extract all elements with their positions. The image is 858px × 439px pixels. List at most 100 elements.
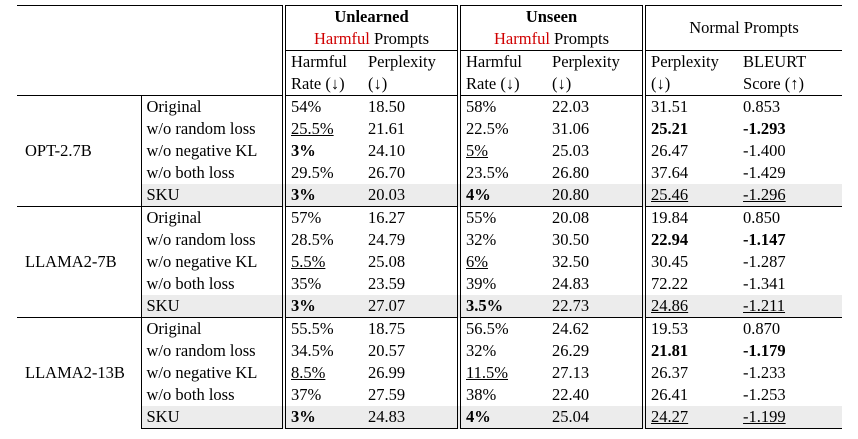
cell-unl-hr: 3% <box>282 140 363 162</box>
cell-value: -1.400 <box>743 141 786 160</box>
method-name: SKU <box>140 295 284 318</box>
table-row: w/o both loss 29.5% 26.70 23.5% 26.80 37.64 -1… <box>17 162 842 184</box>
cell-nrm-ppl: 26.41 <box>642 384 739 406</box>
cell-uns-hr: 22.5% <box>457 118 548 140</box>
method-name: w/o both loss <box>140 384 284 406</box>
cell-value: 25.08 <box>368 252 406 271</box>
table-row: SKU 3% 24.83 4% 25.04 24.27 -1.199 <box>17 406 843 429</box>
cell-value: 3% <box>291 185 316 204</box>
cell-uns-ppl: 32.50 <box>547 251 644 273</box>
header-unseen-cell: Unseen Harmful Prompts <box>457 5 645 51</box>
cell-uns-hr: 4% <box>457 406 548 429</box>
cell-uns-hr: 5% <box>457 140 548 162</box>
cell-nrm-bleurt: 0.850 <box>738 206 843 229</box>
header-unlearned: Unlearned <box>334 7 409 26</box>
method-name: w/o negative KL <box>140 140 284 162</box>
cell-uns-hr: 55% <box>457 206 548 229</box>
cell-nrm-ppl: 72.22 <box>642 273 739 295</box>
cell-value: 30.50 <box>552 230 590 249</box>
cell-value: 24.79 <box>368 230 406 249</box>
cell-nrm-bleurt: 0.853 <box>738 95 843 118</box>
cell-nrm-bleurt: -1.341 <box>738 273 842 295</box>
cell-nrm-ppl: 19.84 <box>642 206 739 229</box>
cell-value: 11.5% <box>466 363 509 382</box>
cell-unl-hr: 35% <box>282 273 363 295</box>
cell-value: 31.51 <box>651 97 689 116</box>
results-body: OPT-2.7B Original 54% 18.50 58% 22.03 31.51 0.8… <box>17 95 843 429</box>
cell-value: 24.83 <box>552 274 590 293</box>
cell-uns-hr: 58% <box>457 95 548 118</box>
cell-nrm-bleurt: -1.287 <box>738 251 842 273</box>
cell-uns-hr: 23.5% <box>457 162 548 184</box>
cell-value: 26.41 <box>651 385 689 404</box>
cell-nrm-ppl: 19.53 <box>642 317 739 340</box>
table-row: w/o random loss 34.5% 20.57 32% 26.29 21.81 -1… <box>17 340 842 362</box>
cell-value: 3.5% <box>466 296 504 315</box>
table-row: w/o negative KL 3% 24.10 5% 25.03 26.47 -1.400 <box>17 140 842 162</box>
header-row-2: Harmful Perplexity Harmful Perplexity Pe… <box>17 50 843 73</box>
cell-uns-ppl: 30.50 <box>547 229 644 251</box>
cell-value: 5% <box>466 141 489 160</box>
header-uns-perplexity-2: (↓) <box>547 73 645 96</box>
header-unl-harmful-2: Rate (↓) <box>282 73 363 96</box>
cell-value: 22.40 <box>552 385 590 404</box>
cell-value: -1.293 <box>743 119 786 138</box>
method-name: Original <box>140 95 284 118</box>
cell-unl-ppl: 25.08 <box>363 251 459 273</box>
header-row-3: Rate (↓) (↓) Rate (↓) (↓) (↓) Score (↑) <box>17 73 843 96</box>
cell-value: 26.37 <box>651 363 689 382</box>
table-row: w/o negative KL 8.5% 26.99 11.5% 27.13 26.37 -… <box>17 362 842 384</box>
cell-unl-ppl: 21.61 <box>363 118 459 140</box>
cell-nrm-bleurt: -1.147 <box>738 229 842 251</box>
cell-unl-hr: 25.5% <box>282 118 363 140</box>
cell-value: 21.81 <box>651 341 689 360</box>
cell-nrm-bleurt: -1.211 <box>738 295 843 318</box>
cell-unl-ppl: 24.10 <box>363 140 459 162</box>
header-uns-perplexity-1: Perplexity <box>547 50 645 73</box>
cell-uns-ppl: 20.08 <box>547 206 645 229</box>
cell-value: 26.29 <box>552 341 590 360</box>
cell-value: 6% <box>466 252 489 271</box>
cell-value: -1.179 <box>743 341 786 360</box>
results-table: Unlearned Harmful Prompts Unseen Harmful… <box>17 5 843 429</box>
header-unseen-harmful: Harmful <box>494 29 550 48</box>
table-row: w/o negative KL 5.5% 25.08 6% 32.50 30.45 -1.2… <box>17 251 842 273</box>
cell-uns-ppl: 22.40 <box>547 384 644 406</box>
cell-value: 22.5% <box>466 119 509 138</box>
cell-uns-ppl: 24.62 <box>547 317 645 340</box>
header-uns-harmful-2: Rate (↓) <box>457 73 548 96</box>
cell-nrm-ppl: 21.81 <box>642 340 739 362</box>
header-unlearned-sub: Harmful Prompts <box>286 28 457 50</box>
cell-value: 8.5% <box>291 363 326 382</box>
cell-value: 0.850 <box>743 208 781 227</box>
table-row: LLAMA2-13B Original 55.5% 18.75 56.5% 24.62 19… <box>17 317 843 429</box>
cell-uns-hr: 32% <box>457 340 548 362</box>
cell-nrm-ppl: 25.46 <box>642 184 739 207</box>
table-row: LLAMA2-7B Original 57% 16.27 55% 20.08 19.84 0.… <box>17 206 843 318</box>
cell-value: 37.64 <box>651 163 689 182</box>
header-empty-cell <box>17 5 284 96</box>
table-row: SKU 3% 20.03 4% 20.80 25.46 -1.296 <box>17 184 843 207</box>
cell-value: 29.5% <box>291 163 334 182</box>
method-name: w/o negative KL <box>140 362 284 384</box>
cell-unl-hr: 37% <box>282 384 363 406</box>
header-nrm-bleurt-2: Score (↑) <box>738 73 843 96</box>
table-row: OPT-2.7B Original 54% 18.50 58% 22.03 31.51 0.8… <box>17 95 843 207</box>
cell-value: 32.50 <box>552 252 590 271</box>
cell-uns-hr: 32% <box>457 229 548 251</box>
cell-unl-hr: 28.5% <box>282 229 363 251</box>
cell-value: -1.211 <box>743 296 786 315</box>
cell-value: 18.75 <box>368 319 406 338</box>
cell-unl-ppl: 23.59 <box>363 273 459 295</box>
cell-value: 27.59 <box>368 385 406 404</box>
cell-nrm-bleurt: 0.870 <box>738 317 843 340</box>
method-name: Original <box>140 317 284 340</box>
cell-value: 56.5% <box>466 319 509 338</box>
cell-unl-hr: 54% <box>282 95 363 118</box>
cell-value: 31.06 <box>552 119 590 138</box>
cell-uns-ppl: 22.73 <box>547 295 645 318</box>
cell-value: 25.5% <box>291 119 334 138</box>
cell-value: 26.70 <box>368 163 406 182</box>
cell-unl-ppl: 24.79 <box>363 229 459 251</box>
cell-value: 20.80 <box>552 185 590 204</box>
